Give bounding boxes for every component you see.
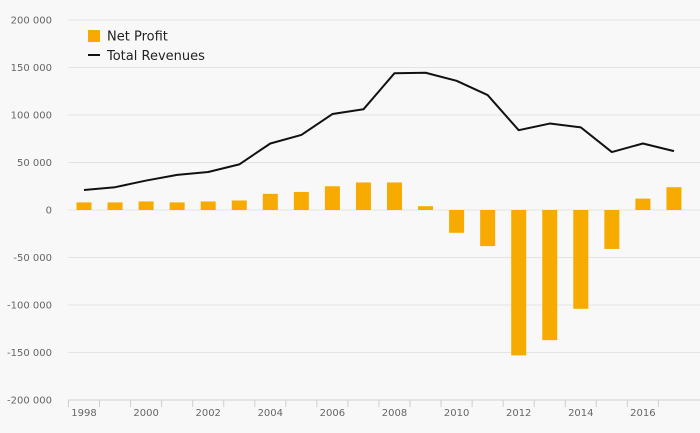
y-tick-label: -200 000	[7, 396, 52, 407]
x-axis: 1998 2000 2002 2004 2006 2008 2010 2012 2014 2016	[67, 399, 700, 419]
x-tick-label: 2010	[444, 408, 469, 419]
y-tick-label: -50 000	[13, 253, 52, 264]
net-profit-bar	[355, 182, 371, 210]
net-profit-bar	[635, 198, 651, 210]
x-tick-label: 2012	[506, 408, 531, 419]
net-profit-bar	[511, 210, 527, 356]
x-tick-label: 1998	[71, 408, 96, 419]
net-profit-bar	[200, 201, 216, 210]
net-profit-bar	[418, 206, 434, 210]
net-profit-bar	[76, 202, 92, 210]
net-profit-bar	[542, 210, 558, 341]
legend-net-profit-swatch	[88, 30, 100, 42]
x-tick-label: 2000	[133, 408, 158, 419]
net-profit-bar	[138, 201, 154, 210]
x-tick-label: 2004	[258, 408, 283, 419]
net-profit-bar	[293, 191, 309, 210]
y-tick-label: -150 000	[7, 348, 52, 359]
x-tick-label: 2008	[382, 408, 407, 419]
x-tick-label: 2016	[630, 408, 655, 419]
net-profit-bar	[480, 210, 496, 247]
y-tick-label: 200 000	[11, 16, 52, 27]
net-profit-bar	[604, 210, 620, 249]
net-profit-bar	[387, 182, 402, 210]
net-profit-bar	[231, 200, 247, 210]
net-profit-bar	[169, 202, 185, 210]
net-profit-bar	[666, 187, 682, 210]
legend-net-profit-label: Net Profit	[107, 30, 168, 45]
y-tick-label: -100 000	[7, 301, 52, 312]
y-tick-label: 0	[46, 206, 52, 217]
legend: Net Profit Total Revenues	[88, 30, 205, 64]
y-tick-label: 150 000	[11, 63, 52, 74]
y-tick-label: 50 000	[17, 158, 52, 169]
x-tick-label: 2002	[195, 408, 220, 419]
net-profit-bar	[107, 202, 123, 210]
y-tick-label: 100 000	[11, 111, 52, 122]
x-tick-label: 2006	[320, 408, 345, 419]
net-profit-bar	[324, 186, 340, 210]
total-revenues-polyline	[83, 71, 675, 192]
y-axis-ticks: 200 000 150 000 100 000 50 000 0 -50 000 -100 …	[7, 16, 52, 407]
net-profit-bar	[262, 193, 278, 210]
total-revenues-line	[83, 71, 675, 192]
net-profit-bar	[449, 210, 465, 233]
net-profit-bar	[573, 210, 589, 309]
net-profit-bars	[76, 182, 682, 356]
legend-total-revenues-label: Total Revenues	[106, 49, 205, 64]
x-tick-label: 2014	[568, 408, 593, 419]
